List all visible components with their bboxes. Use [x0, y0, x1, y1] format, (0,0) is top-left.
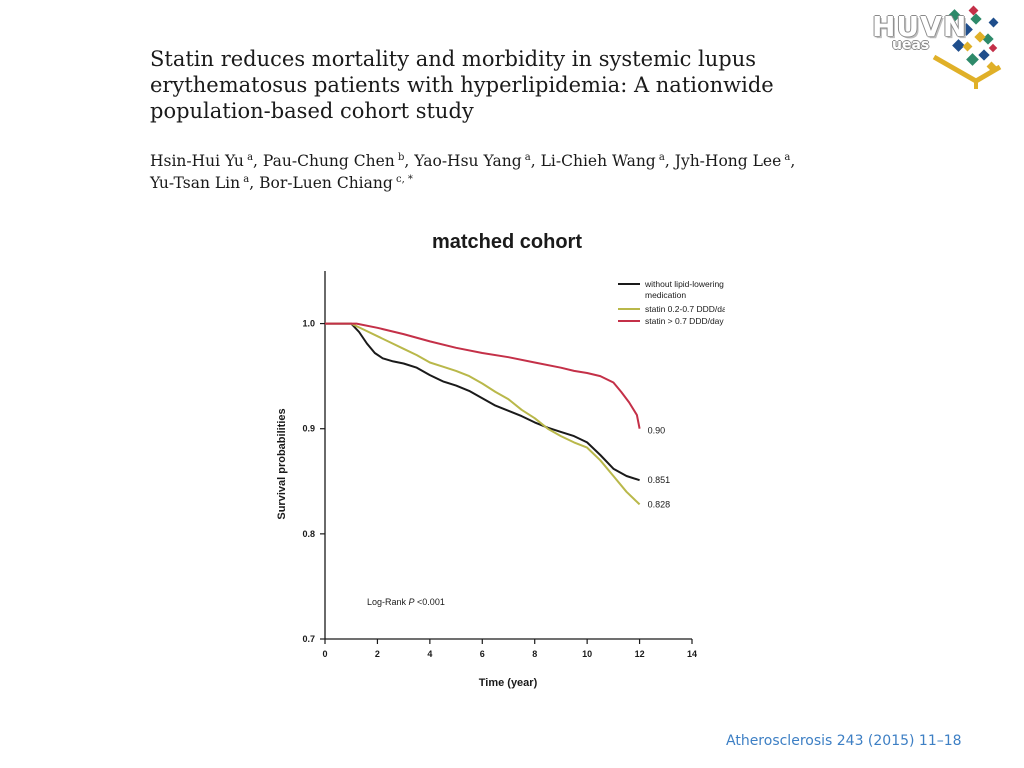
- series-line: [325, 322, 641, 506]
- series-end-label: 0.90: [648, 426, 666, 436]
- x-tick-label: 12: [635, 649, 645, 659]
- author-name: Jyh-Hong Lee: [674, 152, 782, 170]
- author-affiliation: a: [243, 152, 254, 163]
- y-tick-label: 1.0: [302, 319, 315, 329]
- y-tick-label: 0.8: [302, 529, 315, 539]
- log-rank-annotation: Log-Rank P <0.001: [367, 597, 445, 607]
- author-affiliation: a: [521, 152, 531, 163]
- x-tick-label: 6: [480, 649, 485, 659]
- author-name: Li-Chieh Wang: [540, 152, 656, 170]
- author-name: Yu-Tsan Lin: [150, 174, 241, 192]
- author-list: Hsin-Hui Yu a, Pau-Chung Chen b, Yao-Hsu…: [150, 152, 796, 192]
- journal-logo: HUVN ueas: [872, 5, 1002, 90]
- author-affiliation: b: [394, 152, 405, 163]
- chart-axes: 0 2 4 6 8 10 12 14 0.7 0.8 0.9 1.0: [302, 271, 697, 659]
- y-tick-label: 0.9: [302, 424, 315, 434]
- author-name: Pau-Chung Chen: [262, 152, 395, 170]
- logo-mosaic-icon: [932, 5, 1002, 89]
- author-affiliation: c, *: [392, 174, 413, 185]
- x-tick-label: 4: [427, 649, 432, 659]
- chart-title: matched cohort: [432, 231, 582, 253]
- author-name: Bor-Luen Chiang: [259, 174, 393, 192]
- legend-label: statin 0.2-0.7 DDD/day: [645, 304, 725, 314]
- x-tick-label: 2: [375, 649, 380, 659]
- y-tick-label: 0.7: [302, 634, 315, 644]
- survival-chart: matched cohort 0 2 4 6 8 10 12 14 0.7 0.8 0.9 1.0 0…: [276, 231, 725, 689]
- author-name: Yao-Hsu Yang: [414, 152, 522, 170]
- x-tick-label: 8: [532, 649, 537, 659]
- series-end-label: 0.828: [648, 499, 671, 509]
- legend-label: without lipid-lowering medication: [644, 279, 724, 300]
- paper-title: Statin reduces mortality and morbidity i…: [150, 47, 774, 123]
- x-tick-label: 14: [687, 649, 697, 659]
- logo-wordmark: HUVN: [872, 10, 968, 43]
- author-affiliation: a: [781, 152, 791, 163]
- x-axis-label: Time (year): [479, 677, 538, 689]
- journal-citation: Atherosclerosis 243 (2015) 11–18: [726, 733, 962, 749]
- series-line: [325, 322, 640, 482]
- series-end-label: 0.851: [648, 475, 671, 485]
- legend-label: statin > 0.7 DDD/day: [645, 316, 724, 326]
- author-affiliation: a: [240, 174, 250, 185]
- y-axis-label: Survival probabilities: [276, 408, 288, 519]
- author-name: Hsin-Hui Yu: [150, 152, 244, 170]
- chart-legend: without lipid-lowering medication statin 0…: [618, 279, 725, 326]
- chart-series: 0.851 0.828 0.90: [325, 322, 671, 509]
- x-tick-label: 0: [322, 649, 327, 659]
- x-tick-label: 10: [582, 649, 592, 659]
- series-line: [325, 322, 641, 429]
- author-affiliation: a: [655, 152, 665, 163]
- logo-subtext: ueas: [892, 37, 930, 53]
